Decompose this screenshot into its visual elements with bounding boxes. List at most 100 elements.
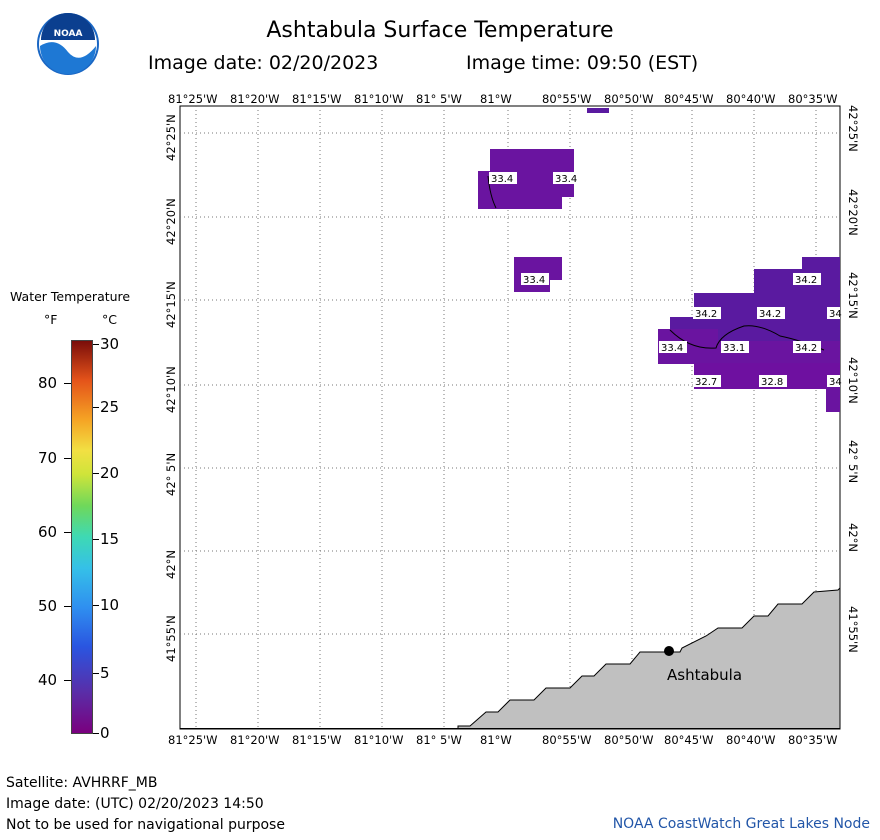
legend-tick-f: 60 xyxy=(38,523,58,541)
legend-tick-f: 70 xyxy=(38,449,58,467)
logo-text: NOAA xyxy=(54,29,83,39)
lon-tick-bottom: 81° 5'W xyxy=(416,733,462,747)
svg-text:33.4: 33.4 xyxy=(555,174,577,185)
temp-label: 33.4 xyxy=(489,172,517,185)
land-mask-bottom xyxy=(180,728,840,729)
temp-label: 34.2 xyxy=(757,307,785,320)
legend-tick-c: 10 xyxy=(100,596,120,614)
svg-text:33.1: 33.1 xyxy=(723,343,745,354)
temp-label: 34 xyxy=(827,307,842,320)
svg-text:33.4: 33.4 xyxy=(491,174,513,185)
lat-tick-left: 42°10'N xyxy=(164,366,178,413)
city-label: Ashtabula xyxy=(667,666,742,684)
temp-label: 32.8 xyxy=(759,375,787,388)
legend-unit-f: °F xyxy=(44,312,58,327)
image-time: Image time: 09:50 (EST) xyxy=(466,52,699,74)
legend-tick-mark xyxy=(64,606,71,607)
lon-tick-bottom: 80°35'W xyxy=(788,733,838,747)
svg-text:33.4: 33.4 xyxy=(661,343,683,354)
temp-label-layer: 33.4 33.4 33.4 34.2 34.2 34.2 34 33.4 33.1 34.2 32… xyxy=(489,172,842,388)
lat-tick-right: 42°20'N xyxy=(846,189,860,236)
svg-text:34.2: 34.2 xyxy=(795,275,817,286)
lon-tick-bottom: 81°10'W xyxy=(354,733,404,747)
legend-tick-c: 20 xyxy=(100,464,120,482)
legend-tick-mark xyxy=(64,383,71,384)
legend-tick-c: 15 xyxy=(100,530,120,548)
credit-label: NOAA CoastWatch Great Lakes Node xyxy=(612,816,870,832)
svg-text:34: 34 xyxy=(829,377,842,388)
svg-text:34: 34 xyxy=(829,309,842,320)
lat-tick-right: 42°10'N xyxy=(846,357,860,404)
lat-tick-left: 42° 5'N xyxy=(164,452,178,496)
lon-tick-bottom: 81°25'W xyxy=(168,733,218,747)
temp-label: 33.1 xyxy=(721,341,749,354)
legend-tick-mark xyxy=(64,458,71,459)
temp-label: 33.4 xyxy=(521,273,549,286)
legend-tick-mark xyxy=(93,539,99,540)
lon-tick-top: 81° 5'W xyxy=(416,92,462,106)
lon-tick-top: 81°10'W xyxy=(354,92,404,106)
utc-date-label: Image date: (UTC) 02/20/2023 14:50 xyxy=(6,796,264,812)
legend-tick-c: 0 xyxy=(100,724,110,742)
image-date: Image date: 02/20/2023 xyxy=(148,52,379,74)
lon-tick-top: 81°20'W xyxy=(230,92,280,106)
lon-tick-top: 80°50'W xyxy=(604,92,654,106)
lat-tick-right: 42°N xyxy=(846,523,860,552)
lon-tick-top: 80°55'W xyxy=(542,92,592,106)
map-frame xyxy=(179,105,841,730)
satellite-label: Satellite: AVHRRF_MB xyxy=(6,775,158,791)
color-scale-bar xyxy=(71,340,93,734)
legend-tick-mark xyxy=(64,680,71,681)
lat-tick-right: 42°15'N xyxy=(846,272,860,319)
svg-text:34.2: 34.2 xyxy=(795,343,817,354)
lat-tick-left: 42°25'N xyxy=(164,114,178,161)
lon-tick-bottom: 80°45'W xyxy=(664,733,714,747)
legend-tick-mark xyxy=(93,733,99,734)
temp-label: 33.4 xyxy=(553,172,581,185)
legend-tick-c: 5 xyxy=(100,664,110,682)
lon-tick-top: 81°25'W xyxy=(168,92,218,106)
isotherm-lines xyxy=(487,175,825,351)
lon-tick-top: 80°40'W xyxy=(726,92,776,106)
lon-tick-top: 81°W xyxy=(480,92,512,106)
lon-tick-top: 80°35'W xyxy=(788,92,838,106)
temp-label: 34.2 xyxy=(793,273,821,286)
legend-tick-c: 25 xyxy=(100,398,120,416)
svg-text:34.2: 34.2 xyxy=(759,309,781,320)
noaa-logo: NOAA xyxy=(37,13,99,75)
lon-tick-bottom: 81°20'W xyxy=(230,733,280,747)
lat-tick-left: 42°20'N xyxy=(164,198,178,245)
lon-tick-bottom: 80°40'W xyxy=(726,733,776,747)
city-marker xyxy=(664,646,674,656)
lat-tick-right: 41°55'N xyxy=(846,606,860,653)
svg-text:33.4: 33.4 xyxy=(523,275,545,286)
lon-tick-top: 80°45'W xyxy=(664,92,714,106)
lat-tick-left: 42°15'N xyxy=(164,281,178,328)
legend-tick-mark xyxy=(93,344,99,345)
lon-tick-top: 81°15'W xyxy=(292,92,342,106)
legend-tick-mark xyxy=(64,532,71,533)
temp-label: 34.2 xyxy=(693,307,721,320)
svg-text:34.2: 34.2 xyxy=(695,309,717,320)
lat-tick-left: 42°N xyxy=(164,550,178,579)
legend-tick-mark xyxy=(93,673,99,674)
lon-tick-bottom: 81°15'W xyxy=(292,733,342,747)
lon-tick-bottom: 80°55'W xyxy=(542,733,592,747)
legend-title: Water Temperature xyxy=(10,289,131,304)
legend-tick-f: 50 xyxy=(38,597,58,615)
page-title: Ashtabula Surface Temperature xyxy=(266,18,614,43)
legend-tick-mark xyxy=(93,407,99,408)
legend-tick-f: 40 xyxy=(38,671,58,689)
lat-tick-right: 42°25'N xyxy=(846,105,860,152)
legend-tick-f: 80 xyxy=(38,374,58,392)
legend-tick-mark xyxy=(93,605,99,606)
land-area xyxy=(457,586,841,730)
legend-tick-c: 30 xyxy=(100,335,120,353)
legend-tick-mark xyxy=(93,473,99,474)
lat-tick-left: 41°55'N xyxy=(164,615,178,662)
temp-label: 34.2 xyxy=(793,341,821,354)
temp-label: 33.4 xyxy=(659,341,687,354)
svg-text:32.8: 32.8 xyxy=(761,377,783,388)
disclaimer-label: Not to be used for navigational purpose xyxy=(6,817,285,833)
